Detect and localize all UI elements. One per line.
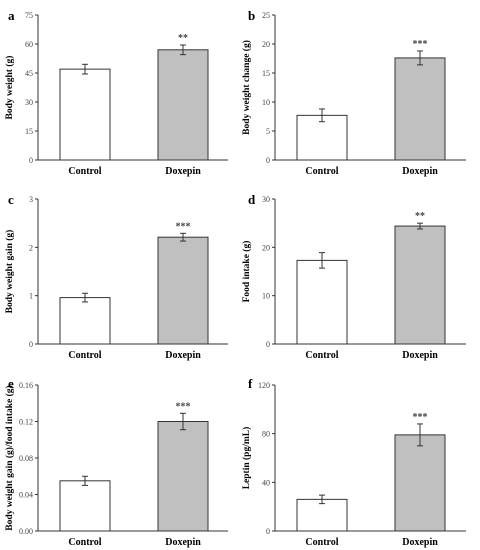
significance-e-doxepin: *** [176,401,191,412]
panel-letter-d: d [248,192,256,207]
y-tick-label-c-2: 2 [29,243,33,252]
y-tick-label-d-3: 30 [262,195,270,204]
category-label-c-control: Control [68,350,101,361]
y-axis-label-d: Food intake (g) [241,241,252,303]
y-tick-label-f-0: 0 [266,527,270,536]
significance-d-doxepin: ** [415,211,425,222]
category-label-a-doxepin: Doxepin [165,166,201,177]
y-tick-label-c-1: 1 [29,292,33,301]
y-axis-label-a: Body weight (g) [4,56,15,120]
bar-f-doxepin [394,434,446,532]
y-tick-label-a-5: 75 [25,11,33,20]
y-tick-label-b-4: 20 [262,40,270,49]
category-label-b-doxepin: Doxepin [402,166,438,177]
category-label-e-control: Control [68,537,101,548]
y-tick-label-e-3: 0.12 [19,418,33,427]
y-tick-label-f-2: 80 [262,430,270,439]
y-axis-label-f: Leptin (pg/mL) [241,427,252,490]
bar-a-doxepin [157,49,209,161]
y-tick-label-a-2: 30 [25,98,33,107]
bar-c-control [59,297,111,345]
panel-letter-f: f [248,376,253,391]
category-label-f-control: Control [305,537,338,548]
significance-c-doxepin: *** [176,221,191,232]
y-tick-label-d-0: 0 [266,340,270,349]
panel-letter-b: b [248,8,255,23]
bar-b-doxepin [394,57,446,161]
category-label-d-control: Control [305,350,338,361]
y-tick-label-a-3: 45 [25,69,33,78]
panel-letter-e: e [8,376,14,391]
panel-letter-a: a [8,8,15,23]
bar-d-doxepin [394,225,446,345]
y-tick-label-f-3: 120 [258,381,270,390]
bar-d-control [296,259,348,345]
y-tick-label-a-1: 15 [25,127,33,136]
category-label-a-control: Control [68,166,101,177]
panel-letter-c: c [8,192,14,207]
significance-f-doxepin: *** [413,412,428,423]
y-tick-label-e-4: 0.16 [19,381,33,390]
y-tick-label-f-1: 40 [262,478,270,487]
y-tick-label-a-4: 60 [25,40,33,49]
y-tick-label-e-2: 0.08 [19,454,33,463]
category-label-c-doxepin: Doxepin [165,350,201,361]
bar-e-control [59,480,111,532]
bar-f-control [296,498,348,532]
y-tick-label-b-2: 10 [262,98,270,107]
significance-a-doxepin: ** [178,33,188,44]
y-tick-label-b-0: 0 [266,156,270,165]
y-tick-label-d-2: 20 [262,243,270,252]
y-tick-label-b-5: 25 [262,11,270,20]
y-tick-label-c-3: 3 [29,195,33,204]
category-label-e-doxepin: Doxepin [165,537,201,548]
y-tick-label-a-0: 0 [29,156,33,165]
y-axis-label-c: Body weight gain (g) [4,230,15,314]
category-label-f-doxepin: Doxepin [402,537,438,548]
y-tick-label-b-1: 5 [266,127,270,136]
y-tick-label-c-0: 0 [29,340,33,349]
category-label-b-control: Control [305,166,338,177]
y-axis-label-e: Body weight gain (g)/food intake (g) [4,385,15,530]
y-tick-label-b-3: 15 [262,69,270,78]
bar-c-doxepin [157,236,209,345]
y-axis-label-b: Body weight change (g) [241,40,252,135]
y-tick-label-e-1: 0.04 [19,491,33,500]
y-tick-label-d-1: 10 [262,292,270,301]
bar-b-control [296,114,348,161]
category-label-d-doxepin: Doxepin [402,350,438,361]
y-tick-label-e-0: 0.00 [19,527,33,536]
significance-b-doxepin: *** [413,39,428,50]
bar-e-doxepin [157,421,209,532]
bar-a-control [59,68,111,161]
